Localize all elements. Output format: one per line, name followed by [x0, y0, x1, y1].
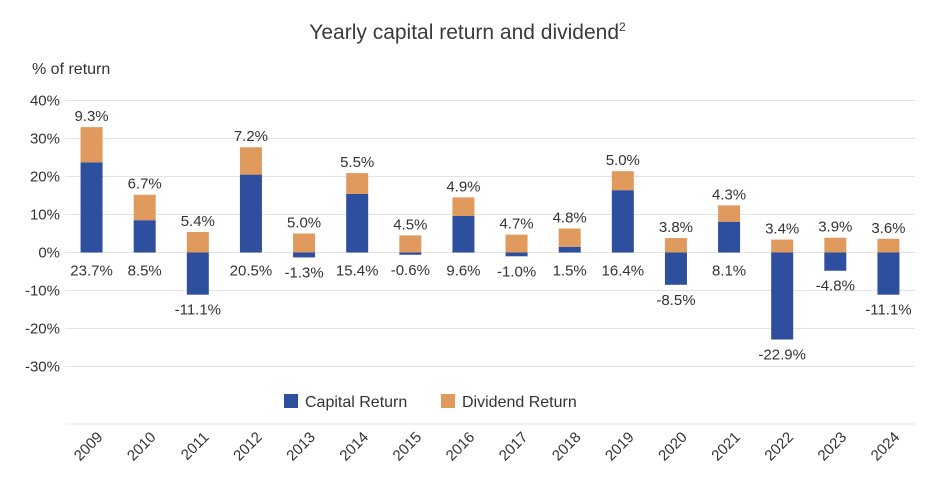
- bar-capital-return-2024: [877, 252, 900, 295]
- x-tick-label: 2023: [815, 429, 851, 465]
- y-tick-label: 40%: [30, 93, 60, 110]
- x-tick-label: 2011: [178, 429, 213, 464]
- bar-dividend-return-2024: [877, 238, 900, 253]
- data-label-capital: -22.9%: [758, 347, 806, 364]
- bar-capital-return-2009: [80, 162, 103, 253]
- legend-swatch: [284, 394, 298, 408]
- legend-swatch: [441, 394, 455, 408]
- legend-label: Capital Return: [305, 394, 407, 411]
- bar-dividend-return-2022: [771, 239, 794, 253]
- bar-dividend-return-2012: [239, 147, 262, 175]
- bar-capital-return-2013: [293, 252, 316, 258]
- bar-dividend-return-2023: [824, 237, 847, 253]
- y-tick-label: -10%: [25, 283, 60, 300]
- y-axis-label: % of return: [32, 61, 111, 78]
- y-tick-label: -30%: [25, 359, 60, 376]
- data-label-capital: 23.7%: [70, 263, 113, 280]
- data-label-dividend: 7.2%: [234, 128, 268, 145]
- data-label-capital: -1.3%: [284, 264, 323, 281]
- data-label-capital: -1.0%: [497, 263, 536, 280]
- data-label-capital: 8.5%: [128, 263, 162, 280]
- bar-dividend-return-2015: [399, 235, 422, 253]
- bar-dividend-return-2020: [664, 238, 687, 253]
- bar-dividend-return-2016: [452, 197, 475, 217]
- bar-dividend-return-2019: [611, 171, 634, 191]
- bar-dividend-return-2014: [346, 173, 369, 194]
- data-label-capital: -4.8%: [816, 278, 855, 295]
- data-label-dividend: 5.4%: [181, 213, 215, 230]
- data-label-capital: -8.5%: [656, 292, 695, 309]
- bar-capital-return-2022: [771, 252, 794, 340]
- legend-label: Dividend Return: [462, 394, 577, 411]
- bar-dividend-return-2013: [293, 233, 316, 253]
- bar-capital-return-2016: [452, 216, 475, 253]
- x-tick-label: 2010: [124, 429, 160, 465]
- x-tick-label: 2014: [336, 429, 372, 465]
- bar-capital-return-2019: [611, 190, 634, 253]
- x-tick-label: 2013: [283, 429, 319, 465]
- x-tick-label: 2015: [390, 429, 426, 465]
- x-tick-label: 2019: [602, 429, 638, 465]
- data-label-dividend: 5.5%: [340, 154, 374, 171]
- bar-capital-return-2011: [186, 252, 209, 295]
- title-footnote-marker: 2: [619, 20, 626, 34]
- bar-dividend-return-2011: [186, 231, 209, 253]
- x-tick-label: 2016: [443, 429, 479, 465]
- data-label-capital: 9.6%: [446, 263, 480, 280]
- x-tick-label: 2012: [230, 429, 266, 465]
- chart-title: Yearly capital return and dividend2: [309, 20, 626, 44]
- data-label-dividend: 4.3%: [712, 186, 746, 203]
- data-label-dividend: 4.9%: [446, 178, 480, 195]
- y-tick-label: 0%: [38, 245, 60, 262]
- data-label-dividend: 4.8%: [553, 210, 587, 227]
- y-tick-label: -20%: [25, 321, 60, 338]
- bar-capital-return-2012: [239, 174, 262, 253]
- data-label-capital: 20.5%: [230, 263, 273, 280]
- data-label-dividend: 6.7%: [128, 176, 162, 193]
- x-tick-label: 2024: [868, 429, 904, 465]
- data-label-capital: 15.4%: [336, 263, 379, 280]
- y-tick-label: 10%: [30, 207, 60, 224]
- x-tick-label: 2022: [761, 429, 797, 465]
- data-label-dividend: 3.4%: [765, 221, 799, 238]
- data-label-dividend: 9.3%: [74, 108, 108, 125]
- bar-dividend-return-2009: [80, 127, 103, 163]
- data-label-dividend: 3.8%: [659, 219, 693, 236]
- bar-dividend-return-2018: [558, 228, 581, 247]
- bar-dividend-return-2017: [505, 234, 528, 253]
- x-tick-label: 2018: [549, 429, 585, 465]
- bar-capital-return-2023: [824, 252, 847, 271]
- data-label-capital: 8.1%: [712, 263, 746, 280]
- x-tick-label: 2021: [708, 429, 744, 465]
- data-label-dividend: 3.6%: [871, 220, 905, 237]
- bar-capital-return-2018: [558, 246, 581, 253]
- x-tick-label: 2020: [655, 429, 691, 465]
- bar-dividend-return-2021: [718, 205, 741, 222]
- data-label-dividend: 3.9%: [818, 219, 852, 236]
- data-label-capital: 1.5%: [553, 263, 587, 280]
- bar-capital-return-2017: [505, 252, 528, 257]
- data-label-capital: -11.1%: [175, 302, 221, 319]
- bar-capital-return-2014: [346, 193, 369, 253]
- bar-capital-return-2021: [718, 221, 741, 253]
- x-tick-label: 2017: [496, 429, 532, 465]
- data-label-dividend: 4.5%: [393, 216, 427, 233]
- legend-capital-return: Capital Return: [284, 394, 407, 411]
- bar-capital-return-2020: [664, 252, 687, 285]
- data-label-capital: -0.6%: [391, 262, 430, 279]
- bar-capital-return-2010: [133, 220, 156, 253]
- y-tick-label: 20%: [30, 169, 60, 186]
- bar-dividend-return-2010: [133, 194, 156, 221]
- data-label-dividend: 5.0%: [606, 152, 640, 169]
- data-label-dividend: 4.7%: [499, 216, 533, 233]
- data-label-dividend: 5.0%: [287, 215, 321, 232]
- data-label-capital: -11.1%: [865, 302, 911, 319]
- legend-dividend-return: Dividend Return: [441, 394, 577, 411]
- data-label-capital: 16.4%: [602, 263, 645, 280]
- y-tick-label: 30%: [30, 131, 60, 148]
- bar-capital-return-2015: [399, 252, 422, 255]
- x-tick-label: 2009: [71, 429, 107, 465]
